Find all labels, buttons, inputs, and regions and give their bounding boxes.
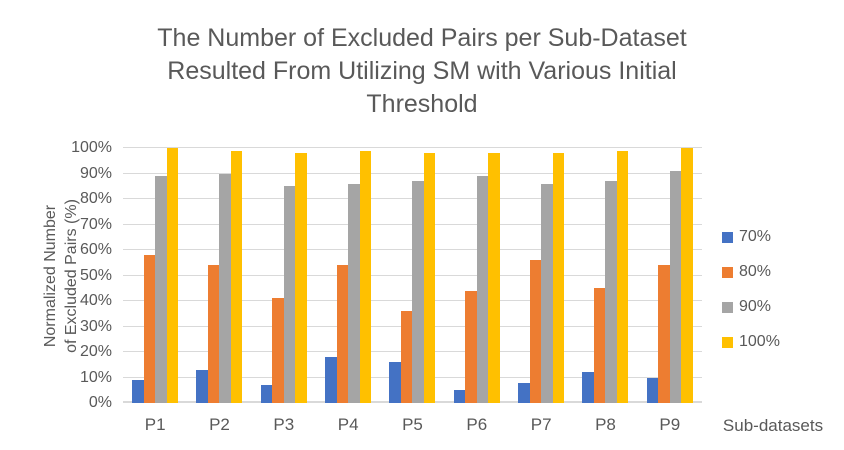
bar-p5-series-100% [423, 153, 436, 403]
legend-label: 100% [739, 333, 780, 350]
bar-p1-series-70% [132, 380, 144, 403]
y-tick-label-90: 90% [79, 164, 112, 182]
x-tick-label-p9: P9 [659, 415, 681, 434]
bar-p6-series-80% [465, 290, 477, 403]
bar-p3-series-80% [272, 298, 284, 403]
bar-p6-series-100% [488, 153, 500, 403]
x-tick-label-p5: P5 [402, 415, 423, 434]
bar-p1-series-80% [143, 255, 156, 403]
y-tick-label-40: 40% [79, 292, 112, 309]
bar-p8-series-100% [616, 150, 629, 403]
bar-group-p4 [316, 148, 380, 403]
bar-p9-series-90% [669, 170, 682, 403]
bar-group-p8 [573, 148, 637, 403]
bar-group-p5 [380, 148, 444, 403]
bar-p2-series-90% [219, 173, 231, 403]
bar-p7-series-100% [552, 153, 565, 403]
bar-p6-series-90% [476, 176, 489, 403]
x-tick-label-p7: P7 [530, 415, 552, 434]
bar-p5-series-80% [400, 311, 413, 403]
chart-title-line-3: Threshold [366, 90, 478, 118]
x-tick-label-p1: P1 [144, 415, 166, 434]
legend-swatch-icon [722, 266, 733, 278]
x-tick-label-p3: P3 [273, 415, 295, 434]
y-tick-label-0: 0% [88, 394, 112, 411]
bar-p3-series-100% [295, 153, 307, 403]
y-tick-label-80: 80% [79, 190, 112, 207]
bar-p3-series-70% [260, 385, 273, 403]
bar-p6-series-70% [453, 390, 466, 403]
bar-p5-series-90% [412, 181, 424, 403]
legend-swatch-icon [722, 336, 733, 348]
bar-p5-series-70% [389, 362, 401, 403]
chart-title: The Number of Excluded Pairs per Sub-Dat… [0, 22, 844, 121]
y-tick-label-10: 10% [79, 368, 112, 386]
bar-p2-series-70% [196, 369, 208, 403]
plot-area [123, 147, 702, 403]
bar-groups [123, 148, 702, 403]
bar-p2-series-100% [230, 150, 243, 403]
bar-group-p7 [509, 148, 573, 403]
y-tick-label-50: 50% [79, 266, 112, 284]
y-axis-tick-labels: 0% 10% 20% 30% 40% 50% 60% 70% 80% 90% 100% [0, 139, 112, 411]
x-tick-label-p2: P2 [209, 415, 230, 434]
bar-group-p1 [123, 148, 187, 403]
x-tick-label-p8: P8 [595, 415, 616, 434]
bar-p8-series-90% [605, 181, 617, 403]
bar-p4-series-100% [359, 150, 372, 403]
y-tick-label-30: 30% [79, 317, 112, 335]
legend-item-90%: 90% [722, 298, 780, 316]
y-tick-label-70: 70% [79, 215, 112, 233]
bar-p8-series-80% [593, 288, 606, 403]
bar-p2-series-80% [207, 265, 220, 403]
bar-p9-series-80% [658, 265, 670, 403]
legend-swatch-icon [722, 231, 733, 243]
bar-p4-series-80% [336, 265, 349, 403]
gridline-90 [123, 172, 702, 174]
legend: 70% 80% 90% 100% [722, 228, 780, 351]
bar-p9-series-70% [646, 377, 659, 403]
gridline-100 [123, 147, 702, 148]
y-tick-label-20: 20% [79, 343, 112, 360]
legend-item-70%: 70% [722, 228, 780, 246]
x-tick-label-p4: P4 [337, 415, 359, 434]
legend-item-100%: 100% [722, 333, 780, 351]
y-tick-label-100: 100% [71, 139, 112, 156]
chart-title-line-2: Resulted From Utilizing SM with Various … [167, 57, 677, 85]
bar-p7-series-90% [541, 183, 553, 403]
legend-swatch-icon [722, 301, 733, 313]
bar-group-p6 [445, 148, 509, 403]
bar-p9-series-100% [681, 148, 693, 403]
bar-group-p3 [252, 148, 316, 403]
legend-item-80%: 80% [722, 263, 780, 281]
bar-p4-series-70% [325, 357, 337, 403]
y-tick-label-60: 60% [79, 241, 112, 258]
legend-label: 90% [739, 298, 772, 315]
bar-p7-series-80% [529, 260, 542, 403]
bar-p3-series-90% [283, 186, 296, 403]
x-tick-label-p6: P6 [466, 415, 488, 434]
chart-title-line-1: The Number of Excluded Pairs per Sub-Dat… [157, 24, 687, 52]
x-axis-title: Sub-datasets [722, 416, 824, 435]
legend-label: 80% [739, 263, 772, 280]
legend-label: 70% [739, 228, 772, 245]
bar-p1-series-100% [166, 148, 179, 403]
bar-p4-series-90% [348, 183, 360, 403]
x-axis-labels: P1 P2 P3 P4 P5 P6 P7 P8 P9 [123, 415, 702, 435]
bar-p8-series-70% [582, 372, 594, 403]
bar-group-p2 [187, 148, 251, 403]
bar-p7-series-70% [518, 382, 530, 403]
bar-p1-series-90% [155, 176, 167, 403]
bar-group-p9 [638, 148, 702, 403]
